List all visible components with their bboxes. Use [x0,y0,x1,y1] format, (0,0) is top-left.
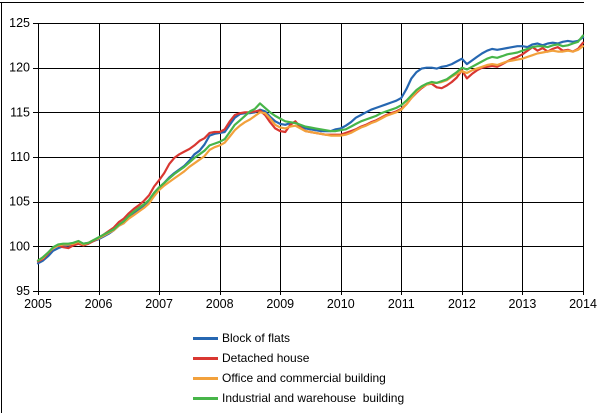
legend-label-detached-house: Detached house [222,351,310,365]
x-tick-label: 2013 [509,297,537,311]
x-tick-label: 2011 [388,297,415,311]
x-tick-label: 2007 [145,297,173,311]
x-tick-label: 2008 [206,297,234,311]
legend-label-industrial-warehouse: Industrial and warehouse building [222,391,405,405]
y-tick-label: 125 [9,16,30,30]
legend-item-office-commercial: Office and commercial building [193,368,404,388]
legend-swatch-detached-house [193,356,218,360]
x-tick-label: 2006 [85,297,113,311]
legend-swatch-block-of-flats [193,336,218,340]
legend-item-block-of-flats: Block of flats [193,328,404,348]
series-line-detached-house [36,41,585,263]
y-tick-label: 120 [9,61,30,75]
y-tick-label: 115 [10,105,30,119]
legend-label-office-commercial: Office and commercial building [222,371,386,385]
legend-swatch-office-commercial [193,376,218,380]
x-tick-label: 2014 [569,297,597,311]
legend-item-industrial-warehouse: Industrial and warehouse building [193,388,404,408]
series-line-office-and-commercial-building [36,45,585,262]
x-tick-label: 2005 [24,297,52,311]
series-line-block-of-flats [36,36,585,265]
x-tick-label: 2009 [266,297,294,311]
legend-swatch-industrial-warehouse [193,396,218,400]
y-tick-label: 105 [9,195,30,209]
legend-item-detached-house: Detached house [193,348,404,368]
chart-legend: Block of flats Detached house Office and… [193,328,404,408]
y-tick-label: 100 [9,239,30,253]
y-tick-label: 110 [10,150,30,164]
y-tick-label: 95 [16,284,30,298]
x-tick-label: 2010 [327,297,355,311]
x-tick-label: 2012 [448,297,476,311]
series-line-industrial-and-warehouse-building [36,34,585,262]
legend-label-block-of-flats: Block of flats [222,331,291,345]
